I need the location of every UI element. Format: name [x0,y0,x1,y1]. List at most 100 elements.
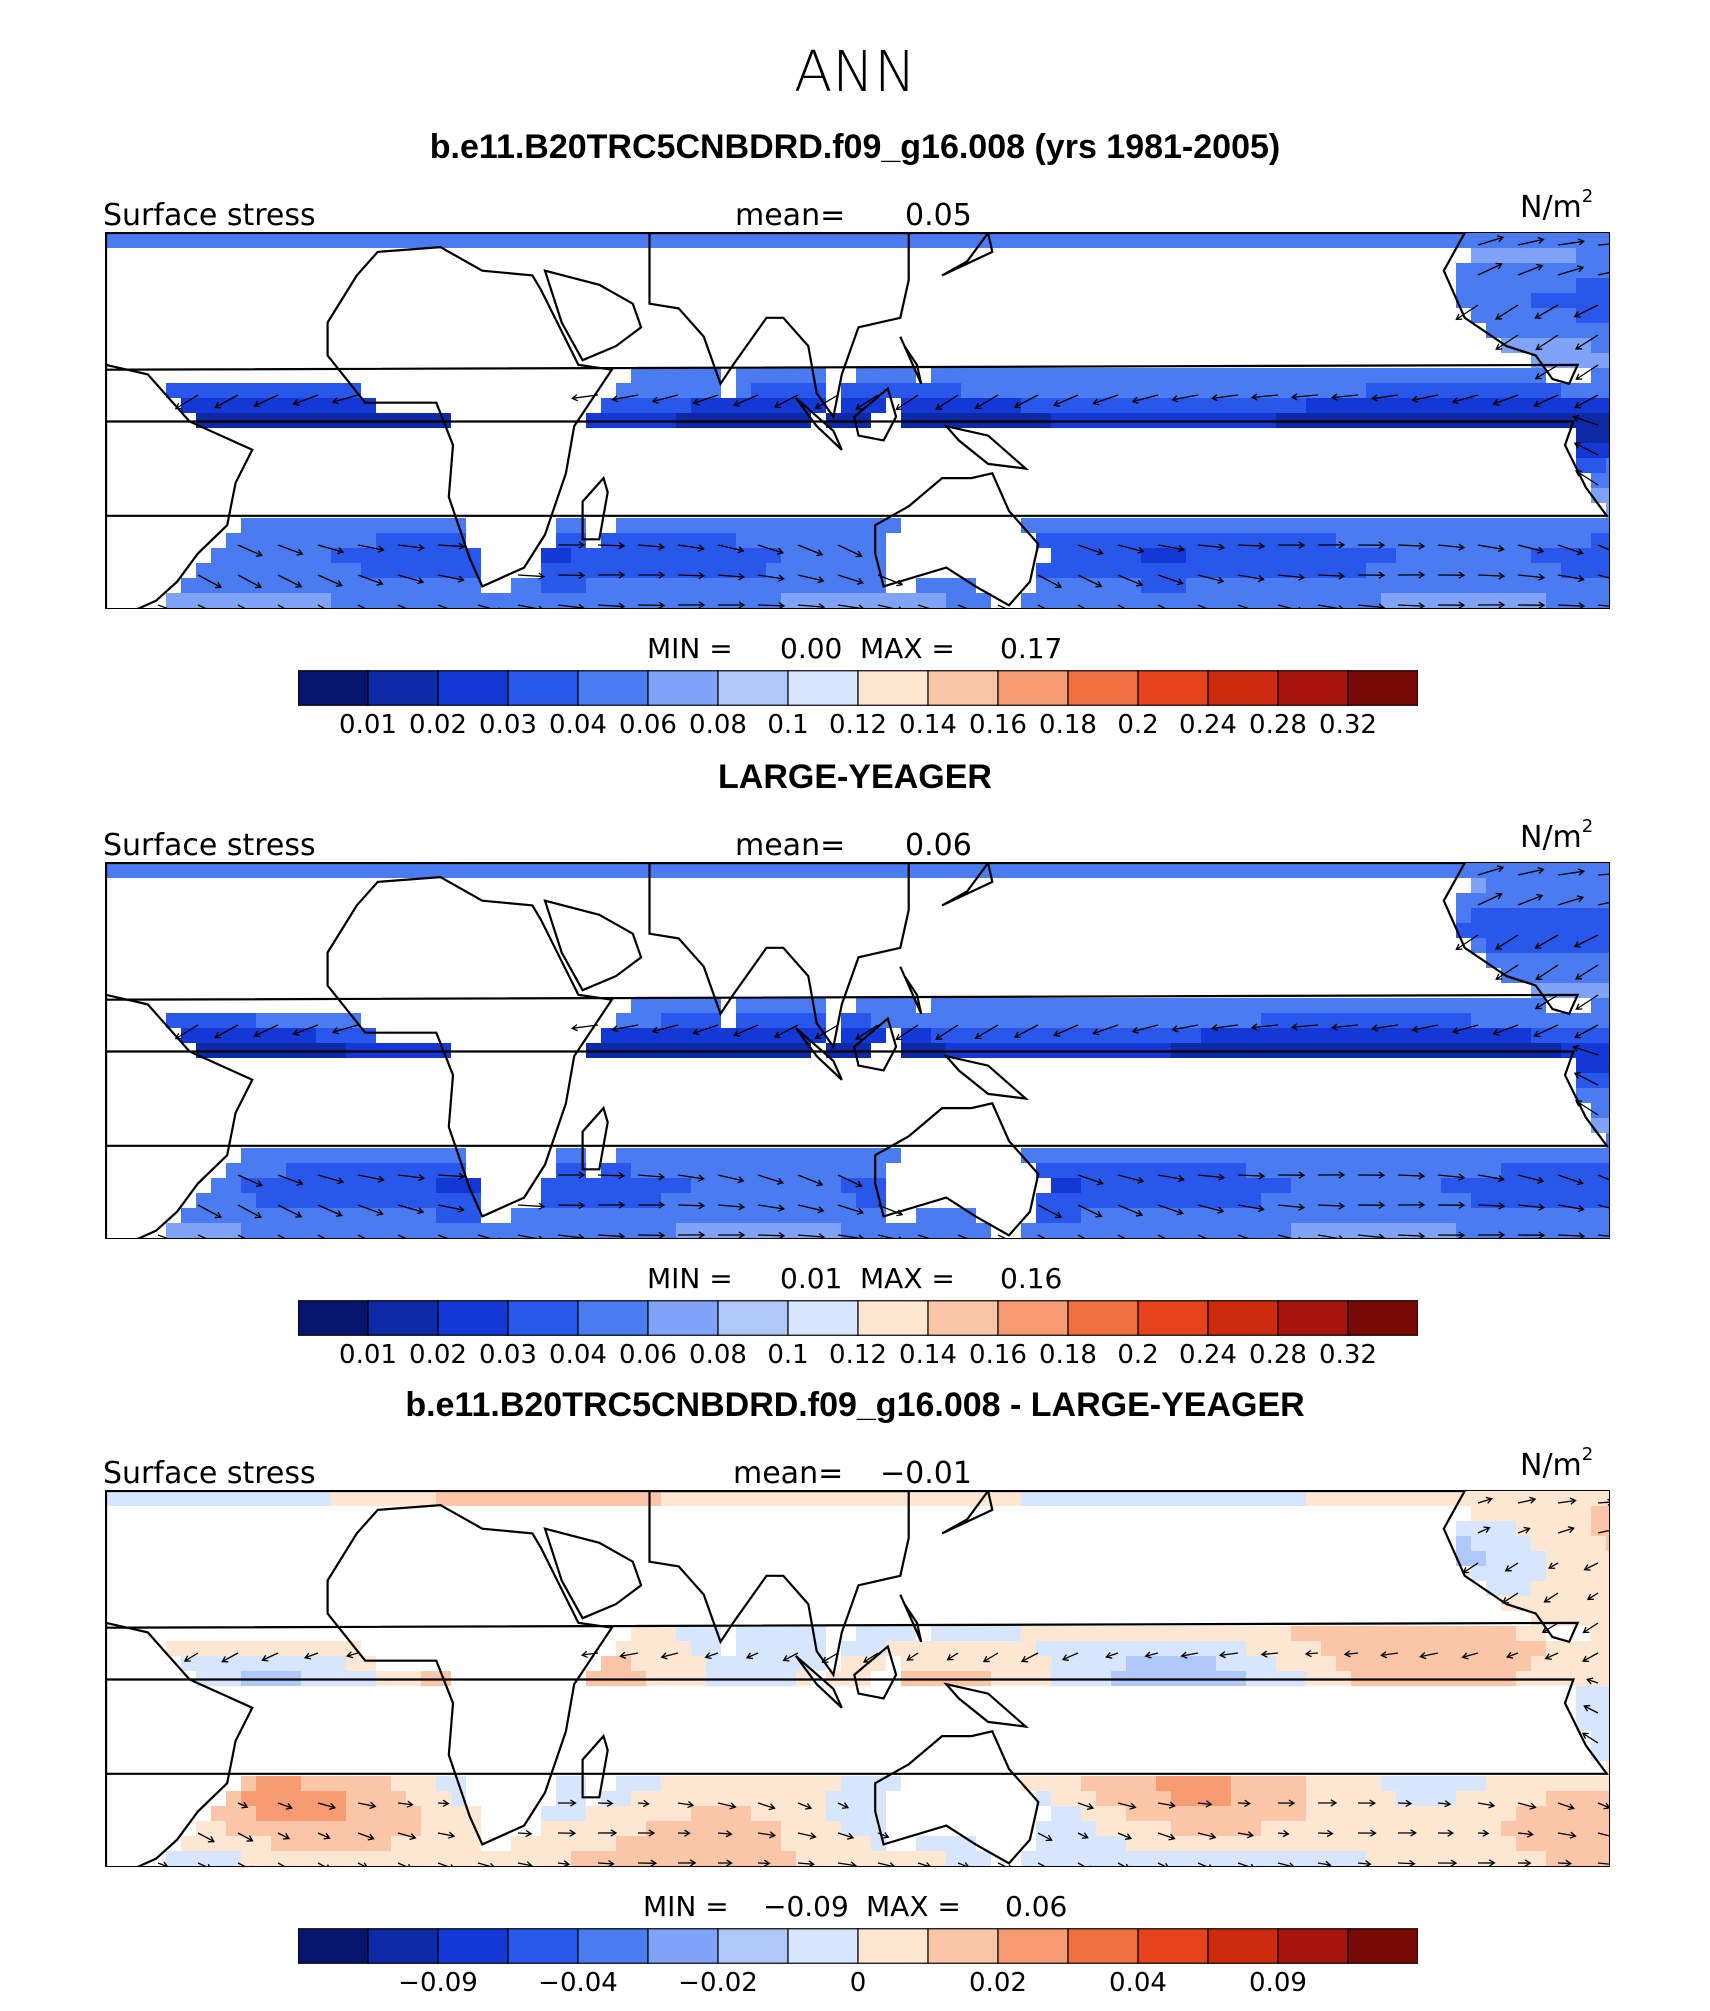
field-cell [706,533,722,549]
stress-vector [1534,394,1559,407]
land-cell [661,293,677,309]
land-cell [1276,323,1292,339]
field-cell [946,233,962,249]
field-cell [361,563,377,579]
land-cell [466,443,482,459]
land-cell [526,908,542,924]
field-cell [271,578,287,594]
land-cell [1426,308,1442,324]
field-cell [1471,893,1487,909]
land-cell [406,368,422,384]
field-cell [1606,248,1609,264]
land-cell [796,338,812,354]
land-cell [1096,983,1112,999]
land-cell [121,1103,137,1119]
land-cell [106,443,122,459]
stress-vector [1077,604,1085,608]
land-cell [586,263,602,279]
field-cell [661,1028,677,1044]
land-cell [856,293,872,309]
land-cell [736,953,752,969]
land-cell [901,503,917,519]
land-cell [826,323,842,339]
land-cell [721,1073,737,1089]
land-cell [496,338,512,354]
land-cell [541,353,557,369]
field-cell [1171,563,1187,579]
field-cell [541,608,557,609]
field-cell [1576,938,1592,954]
stress-vector-head [1533,400,1541,408]
field-cell [1066,368,1082,384]
land-cell [991,503,1007,519]
land-cell [721,443,737,459]
field-cell [1216,383,1232,399]
stress-vector [1597,574,1609,579]
land-cell [811,923,827,939]
field-cell [1591,1013,1607,1029]
land-cell [451,368,467,384]
land-cell [1531,1073,1547,1089]
field-cell [1546,1148,1562,1164]
land-cell [721,938,737,954]
land-cell [721,263,737,279]
stress-vector [1037,604,1046,608]
land-cell [676,893,692,909]
field-cell [301,1013,317,1029]
field-cell [946,383,962,399]
land-cell [1396,443,1412,459]
field-cell [1546,968,1562,984]
land-cell [661,248,677,264]
stress-vector [1477,544,1504,551]
land-cell [661,503,677,519]
stress-vector-head [738,573,746,581]
land-cell [646,1088,662,1104]
land-cell [526,248,542,264]
field-cell [1591,1103,1607,1119]
land-cell [1321,473,1337,489]
field-cell [1336,398,1352,414]
field-cell [781,998,797,1014]
field-cell [1456,533,1472,549]
field-cell [931,368,947,384]
land-cell [1111,1133,1127,1149]
field-cell [1291,863,1307,879]
stress-vector [1437,544,1464,549]
stress-vector-head [1095,580,1103,588]
land-cell [1321,1133,1337,1149]
land-cell [1561,1103,1577,1119]
coastline [943,424,1030,471]
land-cell [316,353,332,369]
land-cell [481,1013,497,1029]
land-cell [916,953,932,969]
land-cell [1066,938,1082,954]
land-cell [211,473,227,489]
field-cell [1606,518,1609,534]
land-cell [991,1133,1007,1149]
coastline [581,475,609,541]
land-cell [436,1118,452,1134]
field-cell [1381,1028,1397,1044]
land-cell [241,353,257,369]
land-cell [1426,473,1442,489]
land-cell [841,248,857,264]
land-cell [1051,968,1067,984]
land-cell [961,278,977,294]
field-cell [406,1148,422,1164]
land-cell [406,893,422,909]
land-cell [661,1133,677,1149]
land-cell [916,878,932,894]
land-cell [751,308,767,324]
land-cell [1186,878,1202,894]
land-cell [916,968,932,984]
land-cell [1411,248,1427,264]
land-cell [196,248,212,264]
field-cell [181,608,197,609]
land-cell [541,983,557,999]
land-cell [901,1133,917,1149]
field-cell [1396,398,1412,414]
land-cell [1381,893,1397,909]
land-cell [826,908,842,924]
land-cell [721,488,737,504]
field-cell [286,563,302,579]
